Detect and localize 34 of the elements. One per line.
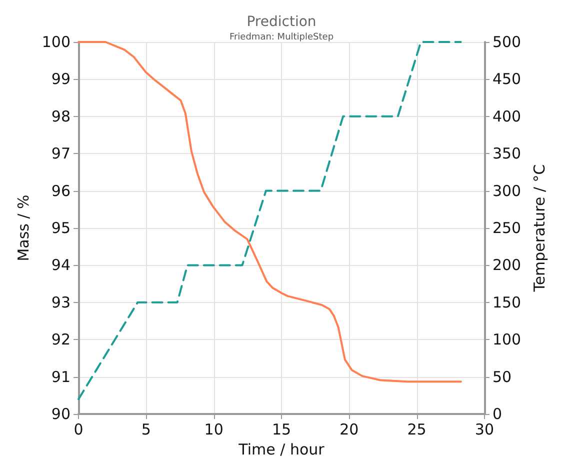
x-tick-label: 10 bbox=[204, 420, 224, 438]
x-tick-label: 15 bbox=[272, 420, 292, 438]
y2-tick-label: 400 bbox=[492, 107, 522, 126]
y-axis-title: Mass / % bbox=[14, 194, 32, 262]
y2-tick-label: 100 bbox=[492, 330, 522, 349]
chart-title: Prediction bbox=[246, 14, 316, 30]
x-tick-label: 0 bbox=[74, 420, 84, 438]
y-tick-label: 98 bbox=[51, 107, 71, 126]
y2-tick-label: 150 bbox=[492, 293, 522, 312]
y-tick-label: 97 bbox=[51, 144, 71, 163]
y2-axis-title: Temperature / °C bbox=[530, 164, 548, 293]
x-tick-label: 5 bbox=[141, 420, 151, 438]
y-tick-label: 96 bbox=[51, 182, 71, 200]
x-tick-label: 30 bbox=[474, 420, 494, 438]
y2-tick-label: 200 bbox=[492, 256, 522, 274]
chart-subtitle: Friedman: MultipleStep bbox=[229, 32, 334, 42]
y-tick-label: 99 bbox=[51, 70, 71, 88]
x-tick-label: 20 bbox=[340, 420, 359, 438]
y2-tick-label: 500 bbox=[492, 33, 522, 51]
y2-tick-label: 0 bbox=[492, 405, 502, 423]
y2-tick-label: 50 bbox=[492, 368, 512, 386]
y-tick-label: 91 bbox=[51, 368, 71, 386]
y2-tick-label: 450 bbox=[492, 70, 522, 88]
y-tick-label: 90 bbox=[51, 405, 71, 423]
y2-tick-label: 350 bbox=[492, 144, 522, 163]
y-tick-label: 94 bbox=[51, 256, 71, 274]
x-axis-title: Time / hour bbox=[238, 440, 326, 458]
y-tick-label: 95 bbox=[51, 219, 71, 237]
y-tick-label: 93 bbox=[51, 293, 71, 312]
x-tick-label: 25 bbox=[407, 420, 426, 438]
y2-tick-label: 300 bbox=[492, 182, 522, 200]
y-tick-label: 100 bbox=[42, 33, 71, 51]
y-tick-label: 92 bbox=[51, 330, 71, 349]
y2-tick-label: 250 bbox=[492, 219, 522, 237]
